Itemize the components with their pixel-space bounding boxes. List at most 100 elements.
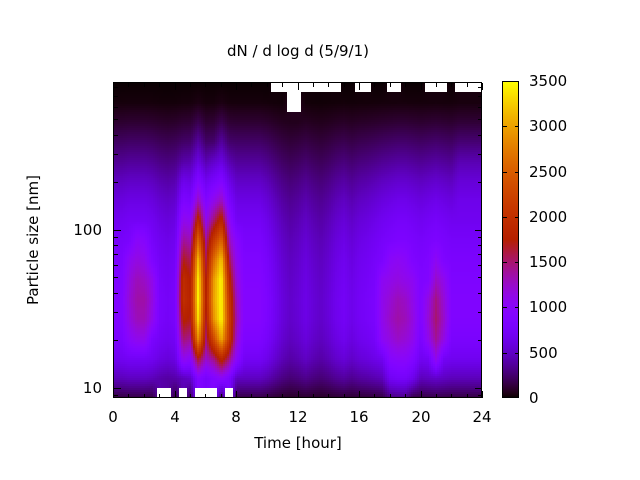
x-tick-major-mirror [113, 83, 114, 90]
x-tick-minor [190, 394, 191, 398]
x-tick-minor-mirror [190, 83, 191, 87]
y-tick-minor [114, 245, 118, 246]
y-tick-major-mirror [475, 388, 482, 389]
y-tick-minor-mirror [478, 312, 482, 313]
y-tick-major-mirror [475, 230, 482, 231]
x-tick-minor-mirror [144, 83, 145, 87]
x-tick-minor-mirror [405, 83, 406, 87]
x-tick-minor-mirror [221, 83, 222, 87]
x-tick-major [421, 391, 422, 398]
y-tick-minor [114, 96, 118, 97]
y-tick-minor-mirror [478, 135, 482, 136]
x-tick-label: 0 [108, 408, 118, 426]
x-tick-minor [144, 394, 145, 398]
x-tick-minor-mirror [128, 83, 129, 87]
x-tick-major [113, 391, 114, 398]
x-tick-minor [390, 394, 391, 398]
x-tick-label: 12 [288, 408, 308, 426]
y-axis-label: Particle size [nm] [24, 175, 42, 305]
colorbar-tick-mirror [515, 172, 519, 173]
x-tick-label: 16 [349, 408, 369, 426]
x-axis-label: Time [hour] [254, 434, 342, 452]
colorbar-tick-mirror [515, 262, 519, 263]
y-tick-minor-mirror [478, 245, 482, 246]
x-tick-major [482, 391, 483, 398]
y-tick-minor [114, 254, 118, 255]
x-tick-minor-mirror [282, 83, 283, 87]
x-tick-label: 8 [231, 408, 241, 426]
x-tick-minor [328, 394, 329, 398]
x-tick-minor [251, 394, 252, 398]
y-tick-minor-mirror [478, 395, 482, 396]
x-tick-minor-mirror [159, 83, 160, 87]
x-tick-minor [344, 394, 345, 398]
y-tick-minor-mirror [478, 87, 482, 88]
y-tick-minor-mirror [478, 119, 482, 120]
y-tick-minor [114, 107, 118, 108]
y-tick-minor [114, 87, 118, 88]
y-tick-minor-mirror [478, 237, 482, 238]
x-tick-minor [451, 394, 452, 398]
colorbar-tick [503, 262, 507, 263]
colorbar-tick-mirror [515, 307, 519, 308]
x-tick-minor-mirror [436, 83, 437, 87]
x-tick-minor [282, 394, 283, 398]
y-tick-minor-mirror [478, 96, 482, 97]
y-tick-minor-mirror [478, 254, 482, 255]
x-tick-major-mirror [175, 83, 176, 90]
x-tick-minor-mirror [313, 83, 314, 87]
y-tick-minor [114, 154, 118, 155]
x-tick-minor-mirror [328, 83, 329, 87]
x-tick-label: 24 [472, 408, 492, 426]
colorbar-tick-label: 3000 [529, 117, 568, 135]
colorbar-tick-label: 500 [529, 344, 558, 362]
colorbar-tick-label: 1000 [529, 298, 568, 316]
y-tick-minor-mirror [478, 182, 482, 183]
colorbar-tick-label: 0 [529, 389, 539, 407]
colorbar-tick [503, 353, 507, 354]
x-tick-major-mirror [421, 83, 422, 90]
x-tick-major-mirror [482, 83, 483, 90]
x-tick-label: 20 [411, 408, 431, 426]
x-tick-minor-mirror [467, 83, 468, 87]
x-tick-minor-mirror [251, 83, 252, 87]
y-tick-minor [114, 340, 118, 341]
x-tick-major [298, 391, 299, 398]
colorbar-tick [503, 307, 507, 308]
y-tick-minor [114, 293, 118, 294]
chart-title: dN / d log d (5/9/1) [227, 42, 369, 60]
heatmap-canvas [113, 82, 482, 398]
y-tick-minor-mirror [478, 293, 482, 294]
y-tick-major [114, 388, 121, 389]
y-tick-minor [114, 277, 118, 278]
x-tick-major-mirror [359, 83, 360, 90]
x-tick-major-mirror [236, 83, 237, 90]
y-tick-minor-mirror [478, 265, 482, 266]
x-tick-minor-mirror [390, 83, 391, 87]
x-tick-minor-mirror [344, 83, 345, 87]
x-tick-minor [205, 394, 206, 398]
x-tick-major [359, 391, 360, 398]
x-tick-major [175, 391, 176, 398]
colorbar-tick [503, 126, 507, 127]
y-tick-minor [114, 135, 118, 136]
y-tick-label: 10 [82, 379, 102, 397]
x-tick-minor-mirror [267, 83, 268, 87]
y-tick-minor [114, 119, 118, 120]
colorbar-tick-label: 3500 [529, 72, 568, 90]
y-tick-minor [114, 237, 118, 238]
y-tick-minor-mirror [478, 340, 482, 341]
x-tick-minor [267, 394, 268, 398]
colorbar-tick-mirror [515, 217, 519, 218]
x-tick-minor [405, 394, 406, 398]
y-tick-minor [114, 265, 118, 266]
colorbar-tick-label: 1500 [529, 253, 568, 271]
colorbar-tick-mirror [515, 126, 519, 127]
y-tick-minor-mirror [478, 107, 482, 108]
colorbar-tick-label: 2000 [529, 208, 568, 226]
colorbar-tick-label: 2500 [529, 163, 568, 181]
y-tick-minor-mirror [478, 154, 482, 155]
x-tick-minor [221, 394, 222, 398]
y-tick-label: 100 [73, 221, 102, 239]
